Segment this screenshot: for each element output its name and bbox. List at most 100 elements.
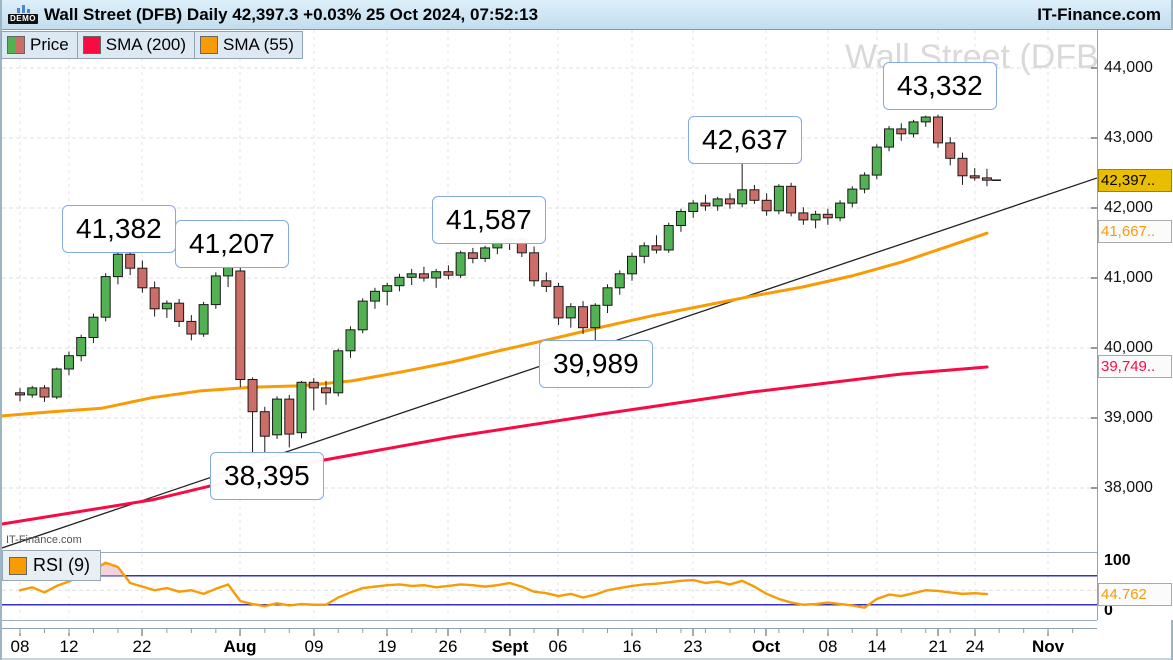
candle-body[interactable]	[284, 398, 295, 435]
candle-body[interactable]	[578, 306, 589, 329]
candle-body[interactable]	[688, 202, 699, 213]
candle-body[interactable]	[174, 302, 185, 322]
candle-body[interactable]	[406, 273, 417, 278]
x-axis-label: 12	[59, 637, 79, 656]
price-annotation: 38,395	[210, 452, 324, 500]
candle-body[interactable]	[908, 121, 919, 135]
candle-body[interactable]	[602, 287, 613, 306]
candle-body[interactable]	[321, 387, 331, 394]
candle-body[interactable]	[149, 287, 160, 310]
candle-body[interactable]	[308, 381, 319, 389]
y-axis-label: 44,000	[1104, 59, 1153, 76]
candle-body[interactable]	[969, 175, 980, 179]
x-axis-label: 19	[377, 637, 397, 656]
candle-body[interactable]	[798, 212, 809, 221]
candle-body[interactable]	[614, 273, 625, 289]
candle-body[interactable]	[933, 116, 943, 144]
candle-body[interactable]	[369, 290, 380, 302]
rsi-legend-chip[interactable]: RSI (9)	[2, 550, 102, 581]
candle-body[interactable]	[15, 392, 25, 396]
candle-body[interactable]	[480, 247, 491, 259]
candle-body[interactable]	[357, 300, 368, 331]
price-badge: 39,749..	[1098, 354, 1172, 378]
candle-body[interactable]	[920, 116, 931, 123]
time-axis[interactable]: 08 12 22 Aug 09 19 26 Sept 06 16 23 Oct 08 14 21 24 Nov	[2, 628, 1097, 659]
candle-body[interactable]	[639, 245, 650, 257]
candle-body[interactable]	[627, 255, 637, 275]
candle-body[interactable]	[467, 252, 478, 259]
candle-body[interactable]	[223, 267, 234, 277]
candle-body[interactable]	[553, 285, 564, 319]
candle-body[interactable]	[675, 211, 686, 226]
rsi-value-badge: 44.762	[1098, 583, 1172, 607]
x-axis-label: Nov	[1031, 637, 1065, 656]
rsi-indicator-plot[interactable]	[2, 552, 1097, 620]
candle-body[interactable]	[125, 253, 136, 269]
candle-body[interactable]	[394, 276, 405, 287]
candle-body[interactable]	[541, 280, 552, 287]
candle-body[interactable]	[700, 202, 711, 207]
x-axis-label: 09	[304, 637, 324, 656]
candle-body[interactable]	[822, 213, 833, 219]
candle-body[interactable]	[884, 128, 895, 148]
candle-body[interactable]	[137, 267, 148, 289]
candle-body[interactable]	[76, 337, 87, 357]
candle-body[interactable]	[810, 213, 821, 221]
candle-body[interactable]	[663, 225, 674, 251]
candle-body[interactable]	[529, 252, 540, 282]
candle-body[interactable]	[345, 329, 356, 352]
candle-body[interactable]	[724, 198, 735, 205]
legend-chip-sma55[interactable]: SMA (55)	[194, 31, 303, 59]
candle-body[interactable]	[835, 202, 846, 219]
candle-body[interactable]	[418, 273, 429, 279]
candle-body[interactable]	[896, 128, 907, 135]
candle-body[interactable]	[100, 276, 111, 318]
candle-body[interactable]	[773, 185, 784, 212]
candle-body[interactable]	[431, 271, 442, 279]
candle-body[interactable]	[455, 252, 466, 276]
candle-body[interactable]	[112, 253, 123, 278]
candle-body[interactable]	[63, 355, 74, 370]
candle-body[interactable]	[859, 174, 870, 190]
candle-body[interactable]	[296, 381, 307, 434]
candle-body[interactable]	[590, 304, 601, 329]
candle-body[interactable]	[51, 368, 62, 398]
candle-body[interactable]	[186, 320, 197, 335]
candle-body[interactable]	[382, 285, 393, 292]
legend-chip-price[interactable]: Price	[1, 31, 78, 59]
candle-body[interactable]	[651, 245, 662, 251]
y-axis-label: 41,000	[1104, 269, 1153, 286]
mini-candlestick-icon	[16, 5, 30, 13]
candle-body[interactable]	[786, 185, 797, 214]
x-axis-label: 14	[867, 637, 887, 656]
candle-body[interactable]	[957, 157, 968, 177]
candle-body[interactable]	[88, 316, 99, 339]
candle-body[interactable]	[39, 387, 50, 398]
candle-body[interactable]	[235, 270, 246, 380]
candle-body[interactable]	[847, 188, 858, 204]
candle-body[interactable]	[565, 306, 576, 319]
legend-sma55-label: SMA (55)	[223, 35, 294, 54]
candle-body[interactable]	[210, 275, 221, 306]
candle-body[interactable]	[871, 146, 882, 176]
price-axis[interactable]: 44,000 43,000 42,000 41,000 40,000 39,000 38,0…	[1097, 30, 1173, 620]
candle-body[interactable]	[198, 304, 209, 335]
candle-body[interactable]	[945, 142, 956, 159]
candle-body[interactable]	[981, 177, 992, 181]
candle-body[interactable]	[761, 199, 772, 212]
candle-body[interactable]	[443, 271, 454, 276]
legend-chip-sma200[interactable]: SMA (200)	[76, 31, 196, 59]
window-bottom-edge	[2, 658, 1171, 660]
candle-body[interactable]	[259, 411, 270, 437]
candle-body[interactable]	[333, 350, 344, 394]
candle-body[interactable]	[247, 379, 258, 413]
candle-body[interactable]	[737, 189, 748, 205]
candle-body[interactable]	[712, 198, 723, 207]
x-axis-label: Aug	[223, 637, 257, 656]
candle-body[interactable]	[27, 387, 38, 396]
y-axis-label: 40,000	[1104, 339, 1153, 356]
candle-body[interactable]	[272, 398, 283, 436]
legend-price-label: Price	[30, 35, 69, 54]
candle-body[interactable]	[161, 302, 172, 310]
candle-body[interactable]	[749, 189, 760, 201]
